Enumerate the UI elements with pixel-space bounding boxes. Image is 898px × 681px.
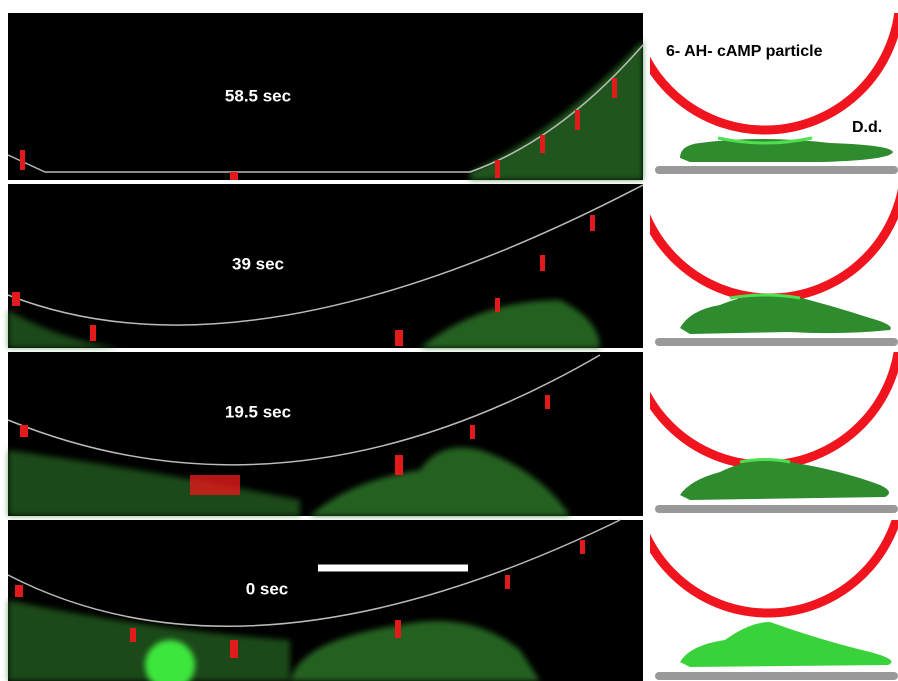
time-label: 0 sec [246, 579, 289, 598]
diagram-2 [635, 28, 898, 346]
diagram-3 [630, 195, 898, 513]
time-label: 58.5 sec [225, 86, 291, 105]
particle-label: 6- AH- cAMP particle [666, 43, 823, 60]
panel-3: 19.5 sec [8, 352, 643, 516]
panel-2: 39 sec [8, 184, 643, 348]
diagram-1: 6- AH- cAMP particle D.d. [630, 0, 898, 174]
cell-label: D.d. [852, 119, 882, 136]
time-label: 39 sec [232, 254, 284, 273]
panel-1: 58.5 sec [8, 13, 643, 180]
figure: 58.5 sec 39 sec 19.5 sec 0 sec 6- AH- cA… [0, 0, 898, 681]
time-label: 19.5 sec [225, 402, 291, 421]
panel-4: 0 sec [8, 520, 643, 681]
